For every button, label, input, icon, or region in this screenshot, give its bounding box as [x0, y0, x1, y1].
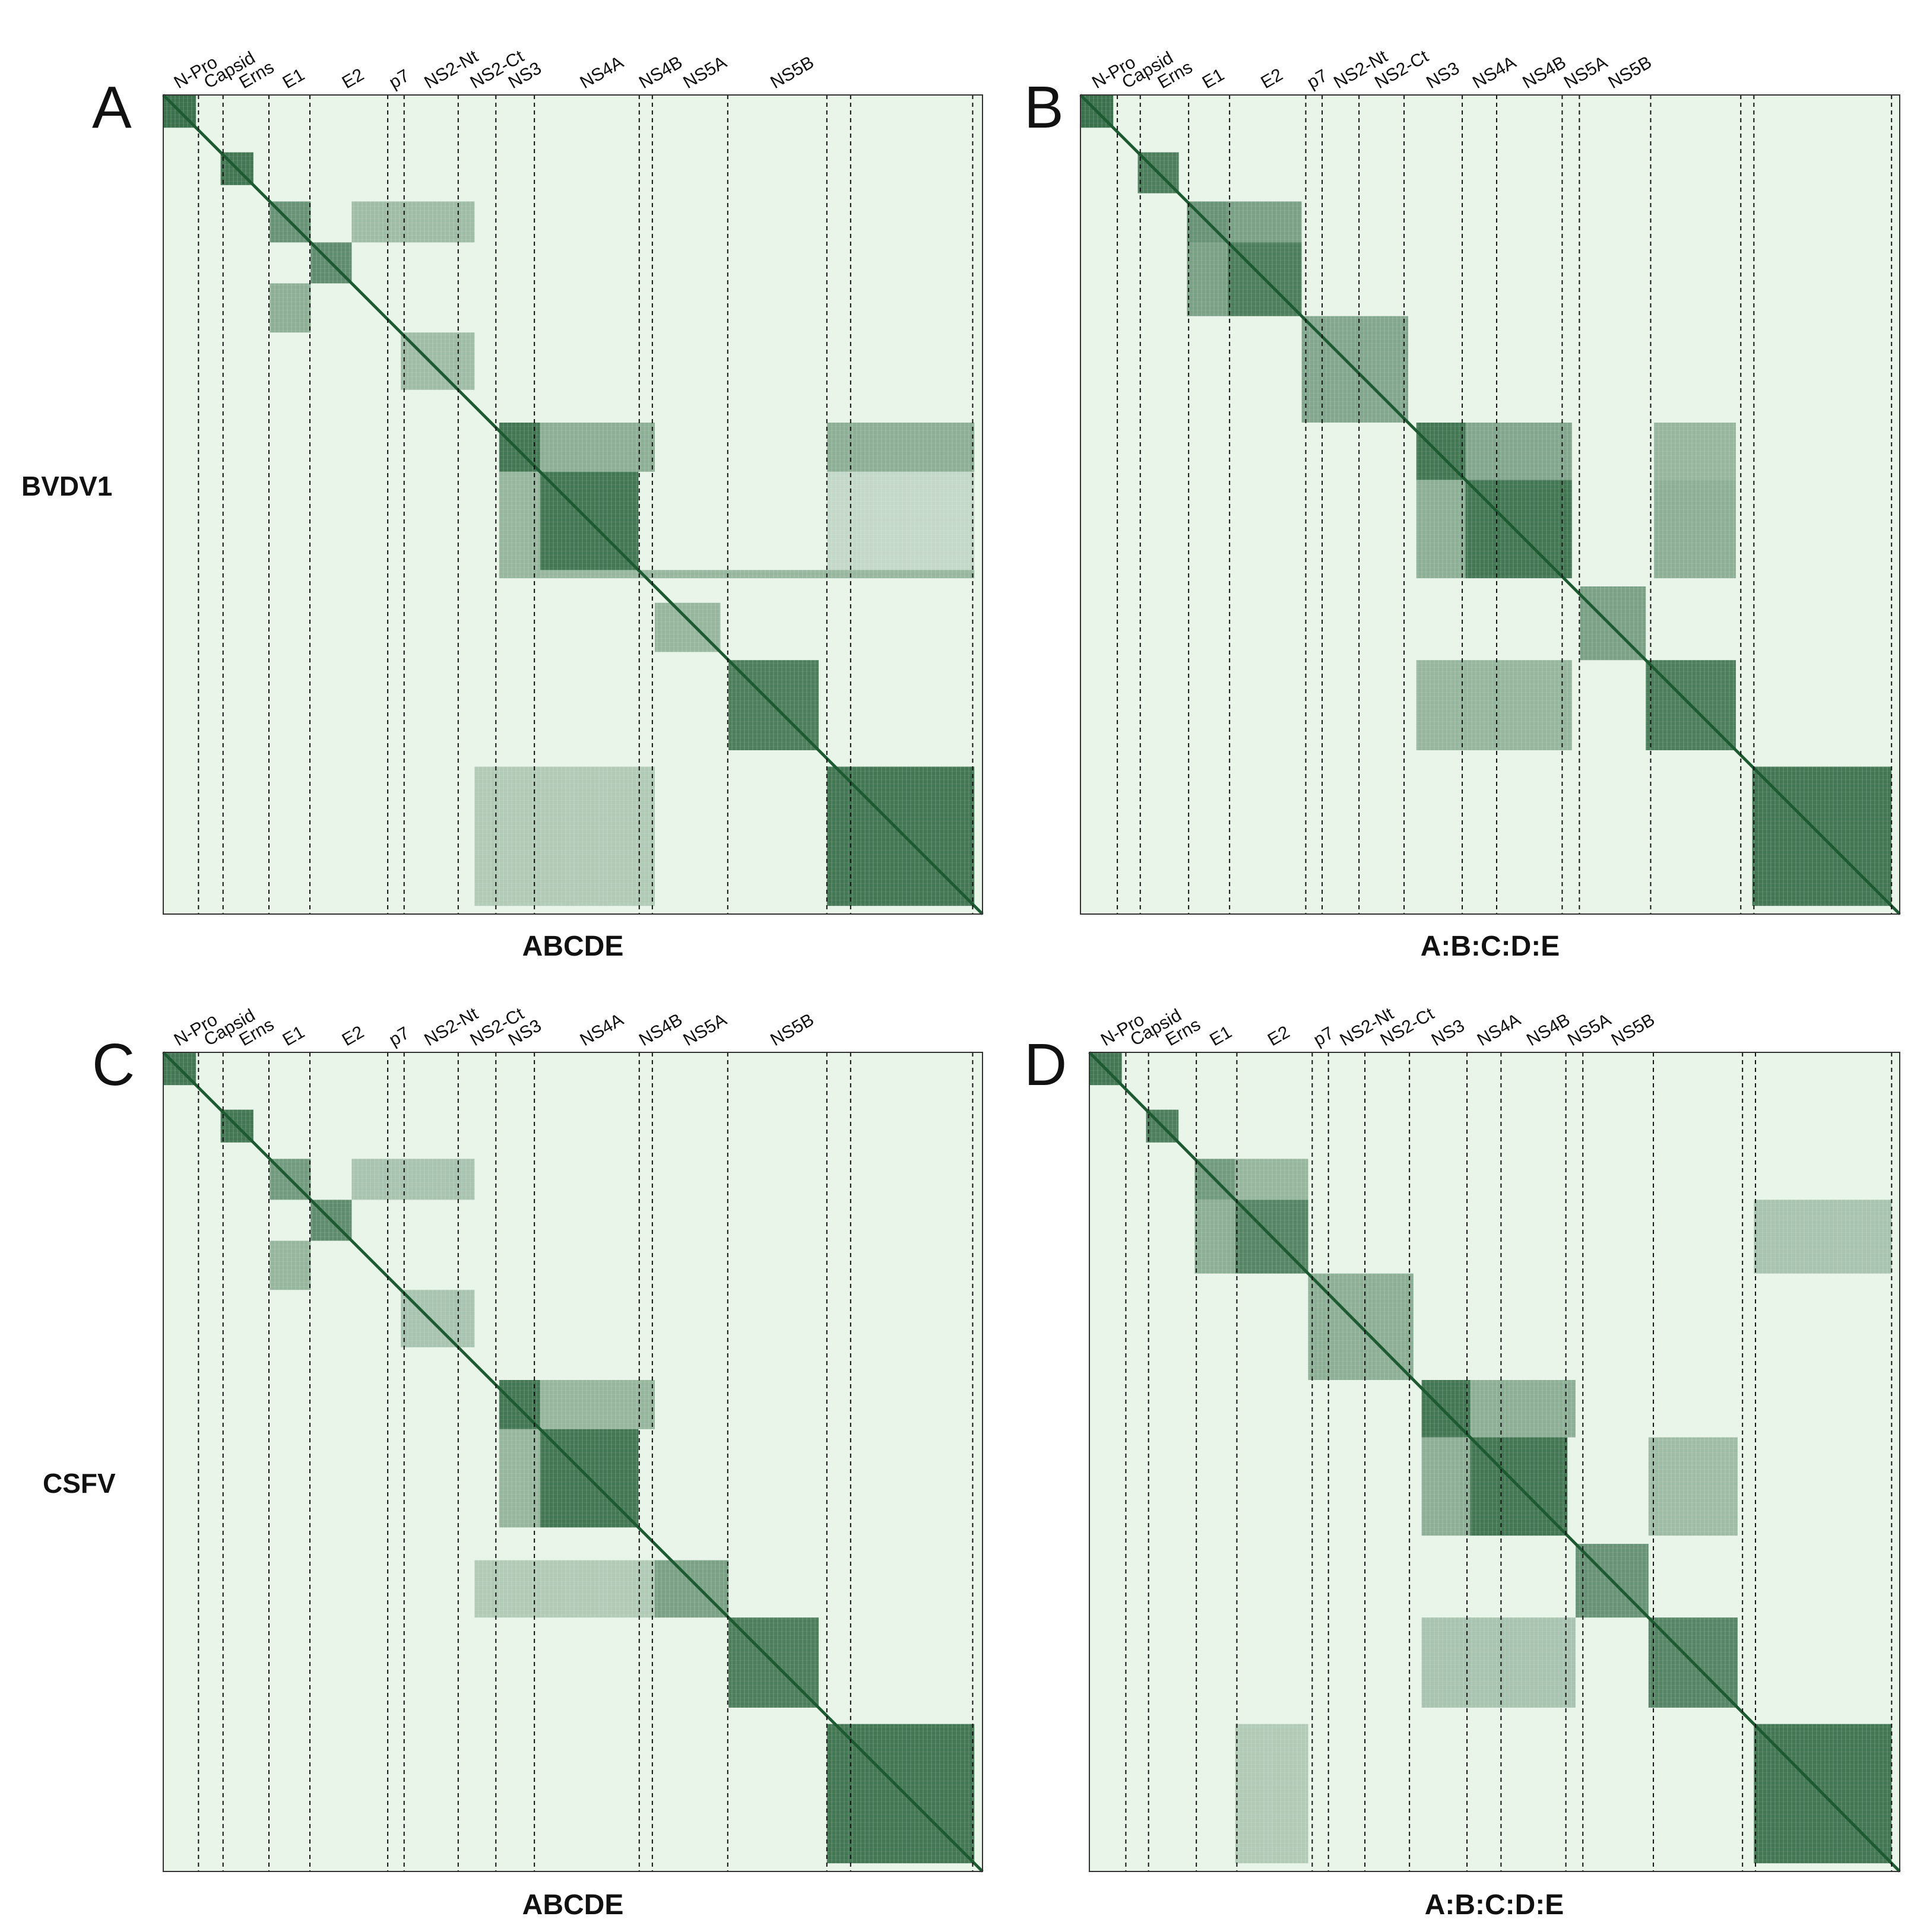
heatmap-diagonal	[1079, 94, 1901, 915]
heatmap-block-texture	[1654, 480, 1736, 579]
heatmap-block-texture	[270, 1241, 311, 1290]
tick-label: p7	[1310, 1023, 1337, 1050]
tick-label: E1	[1199, 65, 1228, 93]
tick-label: NS4B	[1519, 52, 1569, 93]
heatmap-block-texture	[655, 602, 721, 652]
heatmap-block-texture	[270, 283, 311, 333]
tick-label: NS4B	[636, 52, 686, 93]
heatmap-block-texture	[1187, 242, 1228, 316]
heatmap-block-texture	[351, 201, 475, 243]
heatmap-block-texture	[1235, 1159, 1308, 1200]
tick-label: NS5A	[680, 52, 730, 93]
panel-letter-b: B	[1024, 74, 1064, 141]
heatmap-diagonal	[162, 1051, 984, 1873]
heatmap-block-texture	[401, 1290, 475, 1347]
tick-label: E2	[1265, 1022, 1293, 1050]
tick-label: NS5A	[680, 1010, 730, 1050]
heatmap-block-texture	[1754, 1200, 1892, 1274]
heatmap-block-texture	[1235, 1724, 1308, 1864]
tick-label: NS4A	[1474, 1010, 1524, 1050]
heatmap-diagonal	[1088, 1051, 1901, 1873]
tick-label: NS5A	[1564, 1010, 1614, 1050]
tick-label: NS5B	[767, 1010, 817, 1050]
heatmap-block-texture	[401, 332, 475, 390]
heatmap-frame	[163, 1052, 983, 1872]
heatmap-block-texture	[1421, 1617, 1576, 1708]
x-label-d: A:B:C:D:E	[1425, 1889, 1564, 1921]
tick-label: NS5B	[767, 52, 817, 93]
heatmap-block-texture	[826, 423, 975, 472]
tick-label: NS5A	[1561, 52, 1611, 93]
tick-label: p7	[386, 1023, 413, 1050]
panel-letter-d: D	[1024, 1032, 1067, 1098]
tick-label: NS4B	[1523, 1010, 1573, 1050]
heatmap-block-texture	[1470, 1380, 1576, 1438]
heatmap-frame	[1089, 1052, 1900, 1872]
heatmap-block-texture	[1421, 1437, 1471, 1536]
tick-label: NS5B	[1608, 1010, 1658, 1050]
tick-label: E2	[339, 65, 367, 93]
heatmap-block-texture	[1465, 423, 1572, 480]
heatmap-block-texture	[540, 1380, 655, 1429]
panel-letter-a: A	[92, 74, 132, 141]
heatmap-block-texture	[1228, 201, 1302, 243]
row-label-bvdv1: BVDV1	[21, 471, 112, 502]
heatmap-block-texture	[826, 471, 975, 570]
heatmap-block-texture	[499, 570, 975, 579]
tick-label: E1	[1206, 1022, 1235, 1050]
x-label-c: ABCDE	[522, 1889, 624, 1921]
row-label-csfv: CSFV	[43, 1468, 116, 1499]
heatmap-block-texture	[499, 1429, 540, 1528]
heatmap-frame	[163, 94, 983, 915]
tick-label: E1	[280, 1022, 308, 1050]
heatmap-diagonal	[162, 94, 984, 915]
tick-label: E2	[1257, 65, 1286, 93]
heatmap-block-texture	[499, 471, 540, 570]
tick-label: E2	[339, 1022, 367, 1050]
heatmap-block-texture	[351, 1159, 475, 1200]
heatmap-block-texture	[655, 1560, 729, 1618]
tick-label: NS4B	[636, 1010, 686, 1050]
heatmap-block-texture	[1416, 660, 1572, 750]
panel-letter-c: C	[92, 1032, 135, 1098]
heatmap-block-texture	[474, 766, 655, 906]
tick-label: NS4A	[1469, 52, 1519, 93]
heatmap-block-texture	[1654, 423, 1736, 480]
tick-label: NS5B	[1605, 52, 1655, 93]
tick-label: E1	[280, 65, 308, 93]
tick-label: p7	[1304, 66, 1330, 93]
tick-label: p7	[386, 66, 413, 93]
heatmap-block-texture	[540, 423, 655, 472]
tick-label: NS4A	[576, 1010, 626, 1050]
x-label-b: A:B:C:D:E	[1421, 931, 1560, 962]
heatmap-block-texture	[1194, 1200, 1235, 1274]
heatmap-block-texture	[474, 1560, 655, 1618]
tick-label: NS4A	[576, 52, 626, 93]
heatmap-block-texture	[1416, 480, 1466, 579]
heatmap-block-texture	[1648, 1437, 1738, 1536]
x-label-a: ABCDE	[522, 931, 624, 962]
heatmap-frame	[1080, 94, 1900, 915]
